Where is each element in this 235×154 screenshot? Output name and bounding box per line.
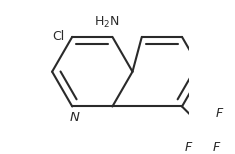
Text: Cl: Cl xyxy=(53,30,65,43)
Text: F: F xyxy=(212,141,220,154)
Text: H$_2$N: H$_2$N xyxy=(94,14,120,30)
Text: N: N xyxy=(69,111,79,124)
Text: F: F xyxy=(185,141,192,154)
Text: F: F xyxy=(215,107,223,120)
